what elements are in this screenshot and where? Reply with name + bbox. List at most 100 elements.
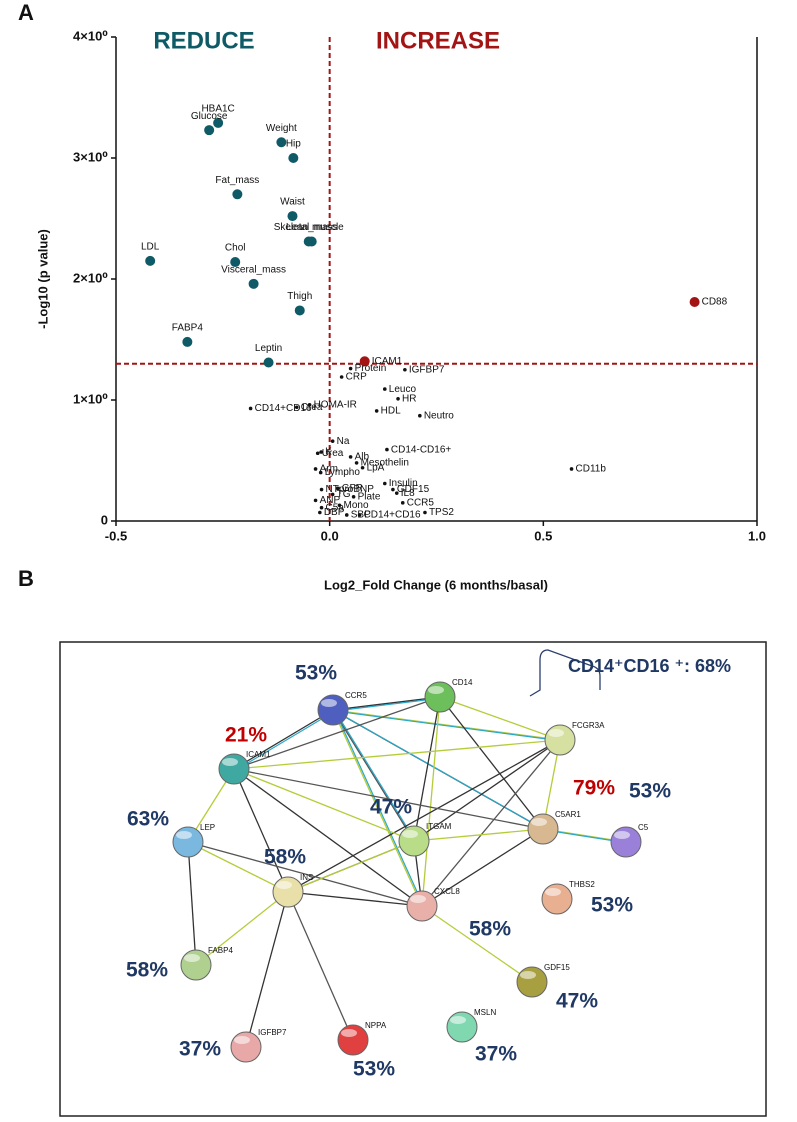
- node-label: ICAM1: [246, 750, 271, 759]
- network-node: [544, 724, 576, 756]
- y-tick-label: 2×10⁰: [73, 270, 108, 285]
- network-node: [424, 681, 456, 713]
- point: [357, 513, 362, 517]
- point-label: CD88: [702, 297, 728, 308]
- point: [418, 413, 422, 418]
- node-label: IGFBP7: [258, 1028, 287, 1037]
- point-label: HOMA-IR: [314, 399, 357, 410]
- point: [394, 491, 399, 495]
- point-label: Arm: [320, 464, 338, 475]
- node-percent: 79%: [573, 777, 615, 800]
- point-label: GFR: [342, 483, 363, 494]
- point: [204, 125, 215, 136]
- point: [374, 409, 379, 413]
- network-edge: [334, 710, 417, 843]
- network-node: [541, 883, 573, 915]
- point: [385, 447, 389, 452]
- network-edge: [334, 710, 425, 908]
- node-label: INS: [300, 873, 313, 882]
- point-label: Insulin: [389, 478, 418, 489]
- y-tick-label: 3×10⁰: [73, 149, 108, 164]
- point: [318, 510, 322, 515]
- network-edge: [332, 709, 561, 741]
- point-label: Chol: [225, 243, 246, 254]
- network-node: [516, 966, 548, 998]
- network-edge: [439, 696, 544, 830]
- point: [294, 405, 299, 410]
- node-highlight: [614, 831, 630, 839]
- network-edge: [413, 696, 441, 842]
- point: [359, 356, 370, 367]
- node-label: CXCL8: [434, 887, 460, 896]
- point: [313, 467, 318, 471]
- network-node: [317, 694, 349, 726]
- network-edge: [233, 768, 289, 893]
- network-edge: [287, 840, 415, 893]
- point: [145, 255, 156, 266]
- network-node: [527, 813, 559, 845]
- y-tick-label: 4×10⁰: [73, 28, 108, 43]
- network-edge: [334, 710, 563, 742]
- y-axis-label: -Log10 (p value): [35, 229, 50, 329]
- network-edge: [421, 739, 561, 907]
- point-label: Urea: [322, 448, 344, 459]
- network-edge: [233, 709, 334, 770]
- point-label: K: [325, 447, 332, 458]
- network-edge: [245, 891, 289, 1048]
- node-highlight: [222, 758, 238, 766]
- point: [396, 396, 400, 401]
- x-axis-label: Log2_Fold Change (6 months/basal): [324, 577, 548, 592]
- point-label: HBA1C: [201, 104, 234, 115]
- network-edge: [334, 697, 443, 712]
- network-edge: [233, 768, 544, 830]
- node-highlight: [341, 1029, 357, 1037]
- network-node: [446, 1011, 478, 1043]
- annotation: INCREASE: [376, 27, 500, 54]
- point-label: Lympho: [325, 467, 361, 478]
- network-node: [230, 1031, 262, 1063]
- point: [318, 470, 323, 475]
- network-edge: [195, 891, 289, 966]
- node-percent: 58%: [264, 846, 306, 869]
- network-edge: [235, 710, 336, 771]
- network-node: [180, 949, 212, 981]
- network-edge: [187, 841, 197, 966]
- point-label: Skeletal muscle: [274, 222, 344, 233]
- point-label: CD11b: [576, 464, 607, 475]
- point-label: CRP: [346, 372, 367, 383]
- bracket: [529, 649, 601, 697]
- y-tick-label: 0: [101, 512, 108, 527]
- point-label: CCR5: [407, 497, 435, 508]
- point-label: Leptin: [255, 343, 282, 354]
- point-label: Weight: [266, 123, 297, 134]
- network-edge: [233, 768, 423, 907]
- point: [319, 450, 323, 454]
- point: [569, 467, 574, 471]
- point: [337, 503, 342, 508]
- node-label: C5AR1: [555, 810, 581, 819]
- point: [248, 278, 259, 289]
- node-label: FCGR3A: [572, 721, 605, 730]
- node-highlight: [321, 699, 337, 707]
- point: [313, 498, 318, 503]
- node-label: C5: [638, 823, 649, 832]
- node-highlight: [184, 954, 200, 962]
- network-node: [398, 825, 430, 857]
- network-edge: [334, 710, 546, 831]
- network-edge: [421, 905, 533, 983]
- point: [306, 236, 317, 247]
- point: [232, 189, 243, 200]
- node-percent: 53%: [353, 1058, 395, 1081]
- node-label: FABP4: [208, 946, 233, 955]
- node-percent: 47%: [556, 990, 598, 1013]
- node-label: GDF15: [544, 963, 570, 972]
- network-node: [218, 753, 250, 785]
- node-label: CD14: [452, 678, 473, 687]
- network-node: [172, 826, 204, 858]
- network-edge: [287, 739, 561, 893]
- node-percent: 53%: [591, 894, 633, 917]
- point-label: Lean_mass: [286, 222, 338, 233]
- point: [335, 486, 340, 491]
- point-label: TPS2: [429, 507, 454, 518]
- point: [391, 487, 395, 492]
